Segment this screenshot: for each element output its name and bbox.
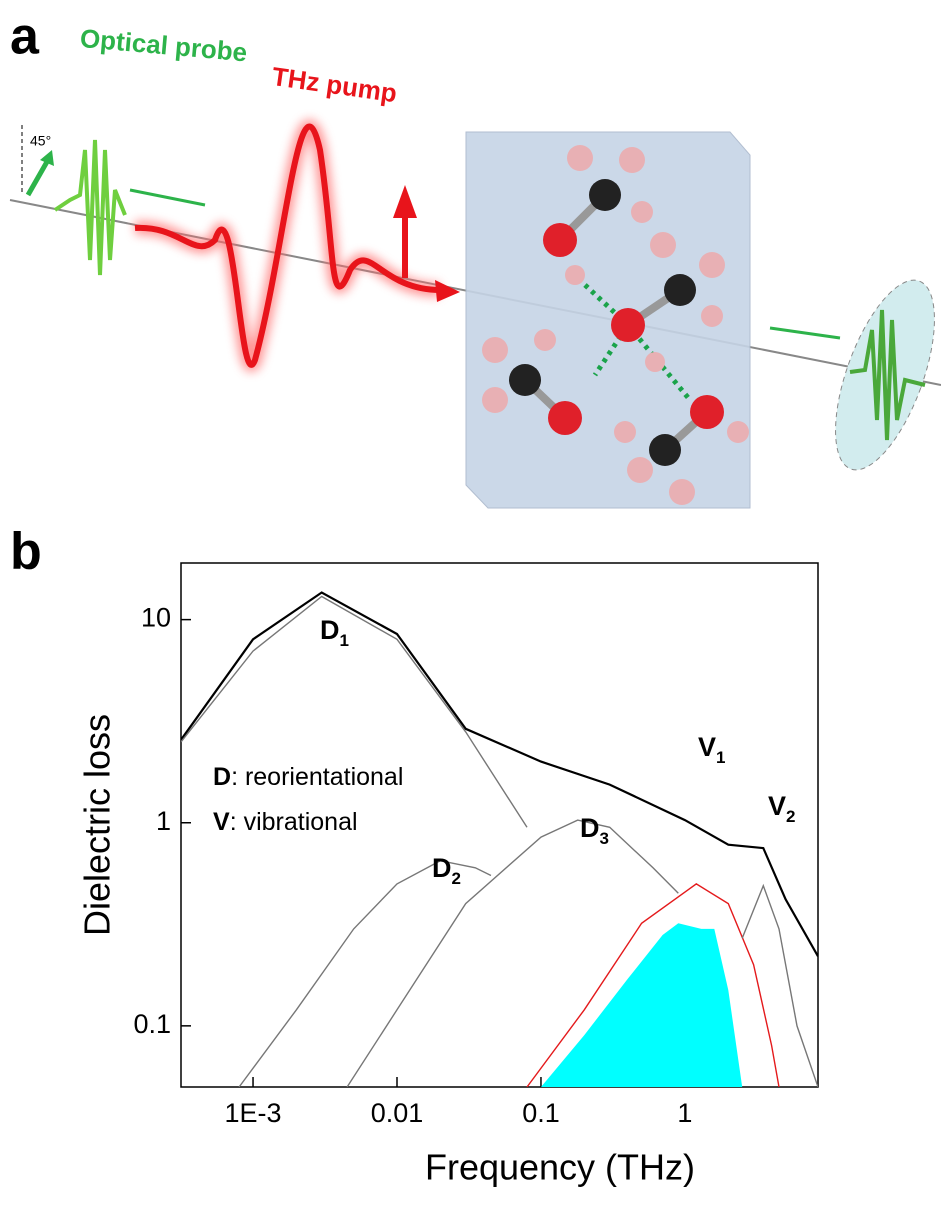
y-tick-label: 10: [141, 603, 171, 633]
panel-a: a Optical probe THz pump 45°: [9, 8, 941, 509]
legend-key: V: [213, 808, 230, 836]
curve-annotation: V2: [768, 791, 795, 826]
arrow-head: [40, 150, 54, 166]
pump-label: THz pump: [270, 61, 399, 108]
curve-annotation: D3: [580, 813, 609, 848]
annotation-letter: D: [320, 615, 340, 645]
legend-text: V: vibrational: [213, 808, 358, 836]
curve: [181, 595, 528, 828]
curve: [526, 883, 780, 1087]
legend-key: D: [213, 763, 231, 791]
y-tick-label: 0.1: [133, 1009, 171, 1039]
annotation-letter: D: [580, 813, 600, 843]
annotation-sub: 3: [600, 829, 609, 848]
probe-pulse-out: [849, 309, 926, 441]
sample-cell: [465, 131, 751, 509]
pump-wave: [134, 123, 441, 368]
curve: [181, 591, 818, 957]
x-tick-label: 1E-3: [225, 1098, 282, 1128]
probe-arrow-out: [769, 326, 841, 340]
curve-annotation: V1: [698, 732, 725, 767]
annotation-letter: V: [768, 791, 786, 821]
probe-arrow: [129, 188, 206, 207]
molecules: [482, 145, 749, 505]
absorption-area: [541, 923, 743, 1087]
annotation-letter: V: [698, 732, 716, 762]
x-tick-label: 0.1: [522, 1098, 560, 1128]
annotation-sub: 2: [452, 869, 461, 888]
y-axis-label: Dielectric loss: [77, 714, 118, 936]
annotation-sub: 2: [786, 807, 795, 826]
curve-annotation: D1: [320, 615, 349, 650]
polarization-arrow: [25, 158, 51, 197]
x-tick-label: 0.01: [371, 1098, 424, 1128]
panel-b: b Frequency (THz) Dielectric loss 1E-3 0.…: [10, 523, 819, 1188]
pump-glow: [134, 119, 441, 372]
legend-text: D: reorientational: [213, 763, 403, 791]
angle-label: 45°: [30, 133, 51, 149]
curve: [741, 883, 818, 1087]
legend-label: : vibrational: [230, 808, 358, 836]
y-tick-label: 1: [156, 806, 171, 836]
annotation-sub: 1: [340, 631, 349, 650]
annotation-letter: D: [432, 853, 452, 883]
probe-label: Optical probe: [79, 23, 249, 67]
panel-label: b: [10, 523, 42, 581]
annotation-sub: 1: [716, 748, 725, 767]
pump-pol-head: [393, 185, 417, 218]
legend-label: : reorientational: [231, 763, 403, 791]
probe-pulse: [53, 139, 127, 276]
curve: [238, 859, 492, 1087]
x-tick-label: 1: [677, 1098, 692, 1128]
plot-frame: [180, 562, 819, 1088]
panel-label: a: [10, 8, 40, 66]
x-axis-label: Frequency (THz): [425, 1147, 695, 1188]
pump-arrowhead: [435, 280, 460, 302]
curve-annotation: D2: [432, 853, 461, 888]
curve: [346, 819, 679, 1087]
